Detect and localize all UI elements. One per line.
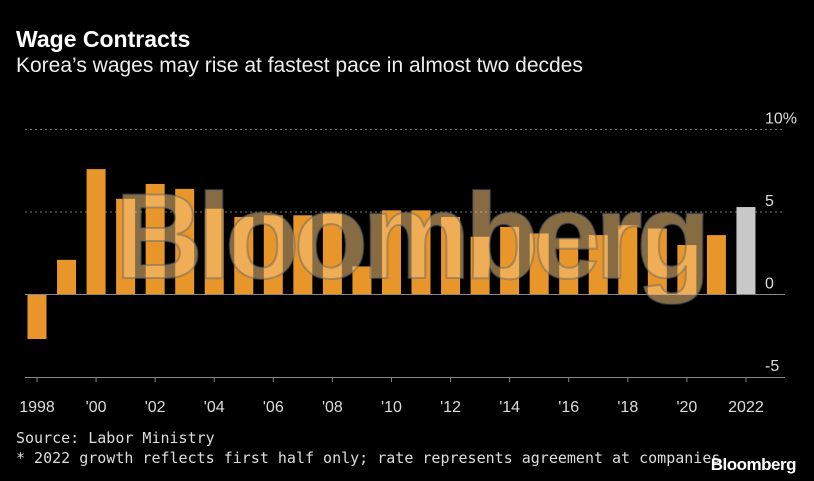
x-tick-label: '00 (86, 399, 107, 416)
bar-2018 (618, 225, 638, 295)
bar-1998 (27, 294, 47, 340)
bar-2007 (293, 215, 313, 295)
x-tick-label: '04 (204, 399, 225, 416)
bloomberg-logo: Bloomberg (710, 455, 797, 474)
bar-2019 (647, 228, 667, 295)
source-note: Source: Labor Ministry (16, 429, 215, 447)
x-tick-label: '10 (381, 399, 402, 416)
x-tick-label: '18 (617, 399, 638, 416)
bar-2013 (470, 236, 490, 295)
x-tick-label: '16 (558, 399, 579, 416)
x-tick-label: 2022 (728, 399, 764, 416)
bar-2010 (381, 210, 401, 295)
bar-2000 (86, 169, 106, 295)
y-tick-label: 0 (765, 276, 774, 293)
bar-2001 (116, 198, 136, 295)
bar-2006 (263, 215, 283, 295)
x-tick-label: 1998 (19, 399, 55, 416)
bar-1999 (57, 259, 77, 295)
bar-2002 (145, 183, 165, 295)
bar-2015 (529, 233, 549, 295)
bar-2021 (706, 235, 726, 295)
bar-2014 (500, 226, 520, 295)
bar-2020 (677, 245, 697, 295)
bar-2003 (175, 188, 195, 295)
x-tick-label: '14 (499, 399, 520, 416)
y-tick-label: 5 (765, 193, 774, 210)
bar-2012 (441, 216, 461, 295)
bar-2016 (559, 238, 579, 295)
footnote: * 2022 growth reflects first half only; … (16, 449, 721, 467)
y-tick-label: 10% (765, 111, 797, 128)
x-tick-label: '12 (440, 399, 461, 416)
bar-2009 (352, 266, 372, 295)
y-tick-label: -5 (765, 358, 779, 375)
x-tick-label: '20 (676, 399, 697, 416)
bar-2004 (204, 208, 224, 295)
x-tick-label: '08 (322, 399, 343, 416)
bar-2022 (736, 207, 756, 295)
bloomberg-watermark: Bloomberg (115, 168, 705, 304)
bar-2005 (234, 216, 254, 295)
x-tick-label: '02 (145, 399, 166, 416)
chart-subtitle: Korea’s wages may rise at fastest pace i… (16, 54, 583, 77)
x-tick-label: '06 (263, 399, 284, 416)
bar-2008 (322, 213, 342, 295)
chart-title: Wage Contracts (16, 26, 191, 52)
bar-2017 (588, 235, 608, 295)
bar-2011 (411, 210, 431, 295)
